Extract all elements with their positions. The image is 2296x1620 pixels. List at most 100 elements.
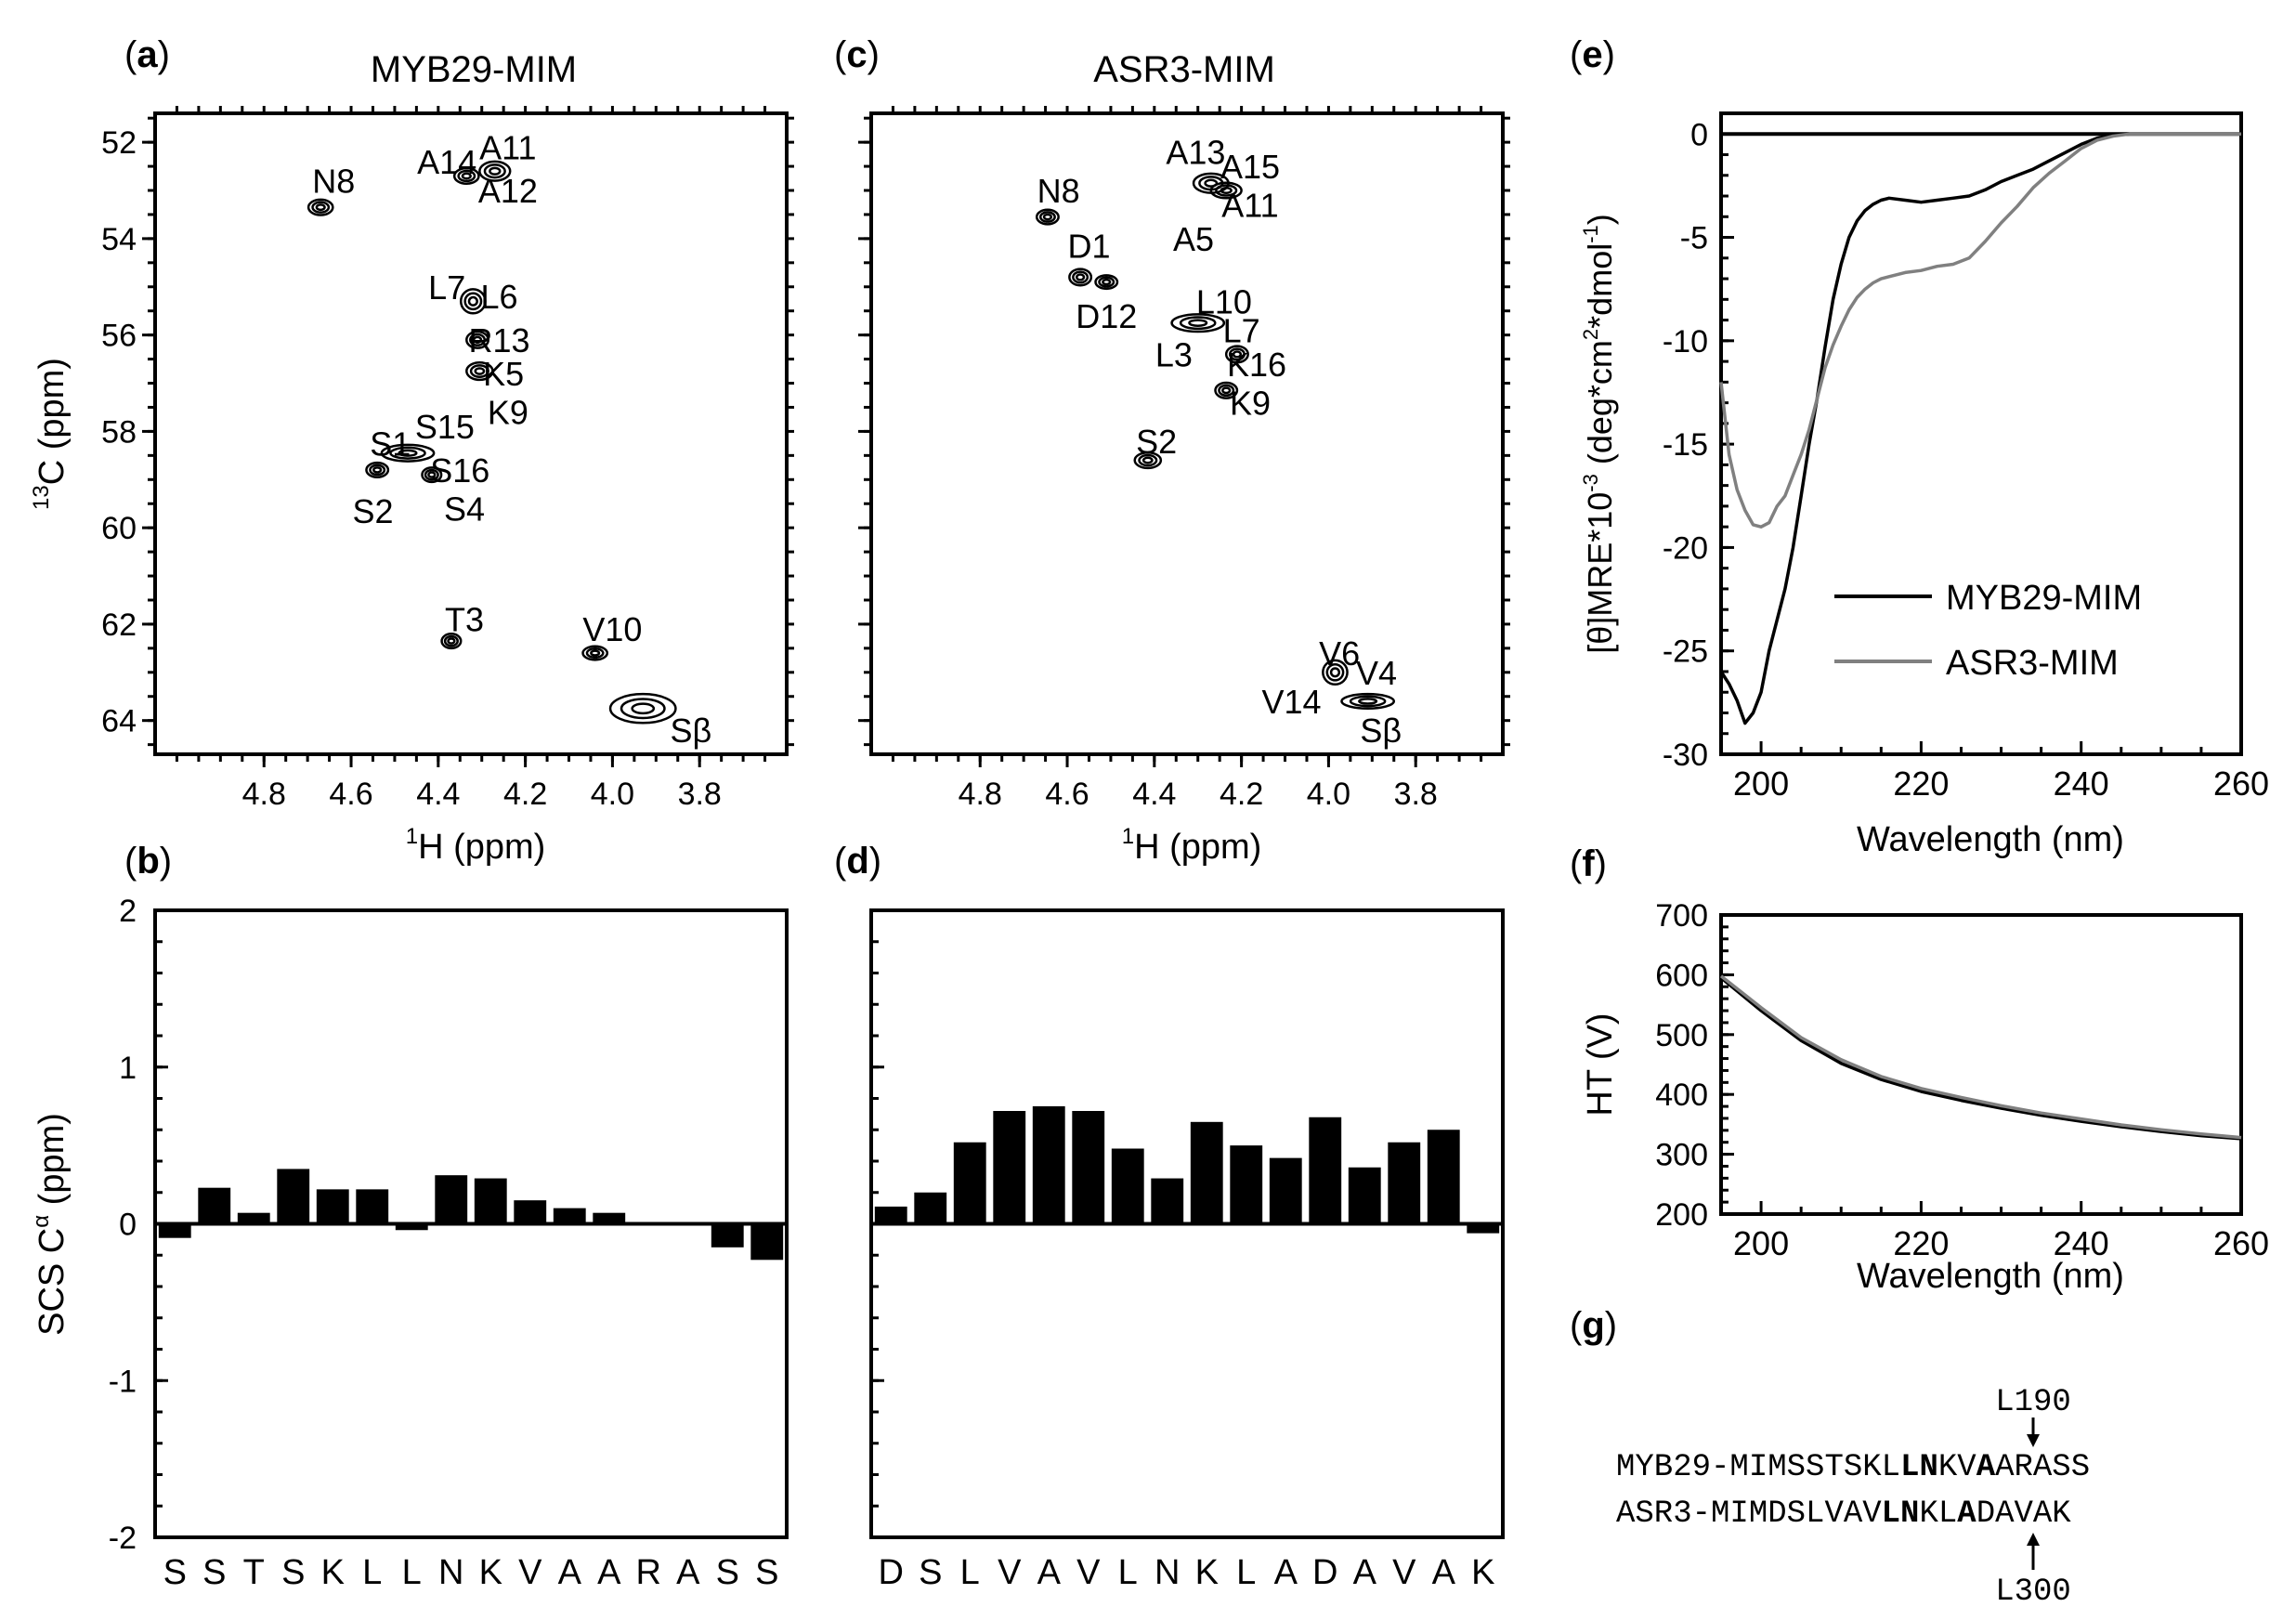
y-tick-label: 0 — [1690, 117, 1708, 152]
category-label: V — [1392, 1553, 1416, 1592]
peak-label: S2 — [1136, 423, 1177, 461]
peak-label: K9 — [1230, 384, 1271, 422]
panel-b-ylabel-sup: α — [29, 1215, 54, 1228]
bar — [1269, 1157, 1302, 1224]
nmr-peak — [427, 471, 437, 478]
peak-label: V4 — [1356, 654, 1397, 692]
peak-label: L3 — [1155, 335, 1193, 373]
x-tick-label: 4.0 — [591, 777, 634, 812]
nmr-peak — [461, 172, 472, 180]
y-tick-label: 58 — [101, 414, 137, 450]
y-tick-label: -30 — [1663, 738, 1708, 773]
nmr-peak — [1228, 347, 1246, 361]
panel-a-ylabel-text: C (ppm) — [33, 358, 72, 485]
panel-c: (c) ASR3-MIM 4.8 4.6 4.4 4.2 4.0 3.8 A13A15A11… — [834, 34, 1510, 867]
x-tick-label: 4.2 — [503, 777, 547, 812]
nmr-peak — [1072, 270, 1089, 284]
bar — [874, 1206, 907, 1224]
y-tick-label: 2 — [119, 894, 137, 929]
seq-pre-myb29: SSTSKL — [1787, 1450, 1900, 1485]
panel-e-label: (e) — [1570, 34, 1615, 75]
y-tick-label: 1 — [119, 1051, 137, 1086]
nmr-peak — [608, 692, 677, 725]
y-tick-label: -15 — [1663, 427, 1708, 463]
y-tick-label: 52 — [101, 125, 137, 161]
category-label: L — [960, 1553, 980, 1592]
bar — [953, 1142, 986, 1224]
category-label: S — [755, 1553, 778, 1592]
bar — [1190, 1121, 1223, 1224]
panel-f-plot: 200 220 240 260 700 600 500 400 300 200 — [1655, 898, 2269, 1262]
peak-label: Sβ — [670, 712, 711, 750]
nmr-peak — [1218, 384, 1235, 398]
bar — [1427, 1130, 1460, 1224]
y-tick-label: 600 — [1655, 958, 1708, 993]
bar — [356, 1189, 389, 1224]
bar — [750, 1223, 784, 1261]
nmr-peak — [465, 330, 490, 349]
peak-label: A11 — [479, 128, 536, 166]
series-line-myb29-mim — [1719, 976, 2242, 1141]
category-label: A — [1353, 1553, 1377, 1592]
panel-b: (b) 210-1-2S S T S K L L N K V A A R A S S SCS Cα (ppm) — [29, 841, 789, 1592]
y-tick-label: 62 — [101, 608, 137, 643]
x-tick-label: 220 — [1893, 764, 1949, 803]
panel-e-ylabel-mid2: *dmol — [1581, 243, 1619, 329]
peak-label: K16 — [1227, 346, 1286, 384]
nmr-peak — [1038, 211, 1056, 223]
category-label: A — [597, 1553, 621, 1592]
nmr-peak — [440, 633, 463, 650]
nmr-peak — [398, 449, 418, 457]
peak-label: S16 — [430, 451, 489, 490]
bar — [1309, 1117, 1342, 1224]
panel-a-xlabel-text: H (ppm) — [418, 828, 545, 867]
panel-e-xlabel: Wavelength (nm) — [1857, 820, 2124, 859]
nmr-peak — [489, 166, 502, 176]
peak-label: S15 — [415, 408, 475, 446]
y-tick-label: -1 — [109, 1364, 137, 1399]
panel-b-ylabel-text: SCS C — [33, 1228, 72, 1336]
nmr-peak — [631, 702, 656, 715]
peak-label: D12 — [1076, 297, 1137, 335]
x-tick-label: 240 — [2054, 1224, 2109, 1262]
peak-label: Sβ — [1360, 712, 1402, 750]
peak-label: L7 — [1223, 311, 1260, 349]
category-label: S — [919, 1553, 942, 1592]
panel-e: (e) 200 220 240 260 0 -5 -10 -15 -20 -25 -30 MYB29… — [1570, 34, 2269, 859]
nmr-peak — [1133, 451, 1163, 470]
x-tick-label: 3.8 — [678, 777, 722, 812]
peak-label: V6 — [1319, 634, 1360, 673]
y-tick-label: -2 — [109, 1521, 137, 1556]
panel-d-label: (d) — [834, 841, 881, 882]
x-tick-label: 3.8 — [1394, 777, 1438, 812]
bar — [1151, 1178, 1184, 1224]
y-tick-label: -10 — [1663, 324, 1708, 359]
nmr-peak — [315, 203, 326, 212]
category-label: S — [716, 1553, 739, 1592]
x-tick-label: 200 — [1733, 1224, 1789, 1262]
y-tick-label: 54 — [101, 222, 137, 257]
bar — [593, 1212, 626, 1224]
nmr-peak — [311, 201, 331, 214]
nmr-peak — [1179, 316, 1217, 331]
category-label: D — [1312, 1553, 1337, 1592]
nmr-peak — [1042, 213, 1053, 221]
category-label: A — [676, 1553, 700, 1592]
x-tick-label: 4.4 — [1132, 777, 1176, 812]
x-tick-label: 4.8 — [959, 777, 1002, 812]
y-tick-label: 700 — [1655, 898, 1708, 934]
panel-e-plot: 200 220 240 260 0 -5 -10 -15 -20 -25 -30 — [1663, 117, 2269, 803]
bar — [514, 1200, 547, 1224]
y-tick-label: 300 — [1655, 1138, 1708, 1173]
nmr-peak — [1358, 698, 1378, 705]
legend-label-myb29: MYB29-MIM — [1946, 579, 2142, 618]
panel-c-title: ASR3-MIM — [1093, 49, 1275, 90]
category-label: T — [243, 1553, 265, 1592]
nmr-peak — [380, 443, 436, 463]
panel-b-ylabel: SCS Cα (ppm) — [29, 1113, 72, 1336]
bar — [553, 1208, 586, 1224]
panel-f-ylabel: HT (V) — [1581, 1012, 1620, 1116]
panel-c-xlabel: 1H (ppm) — [1122, 824, 1262, 867]
